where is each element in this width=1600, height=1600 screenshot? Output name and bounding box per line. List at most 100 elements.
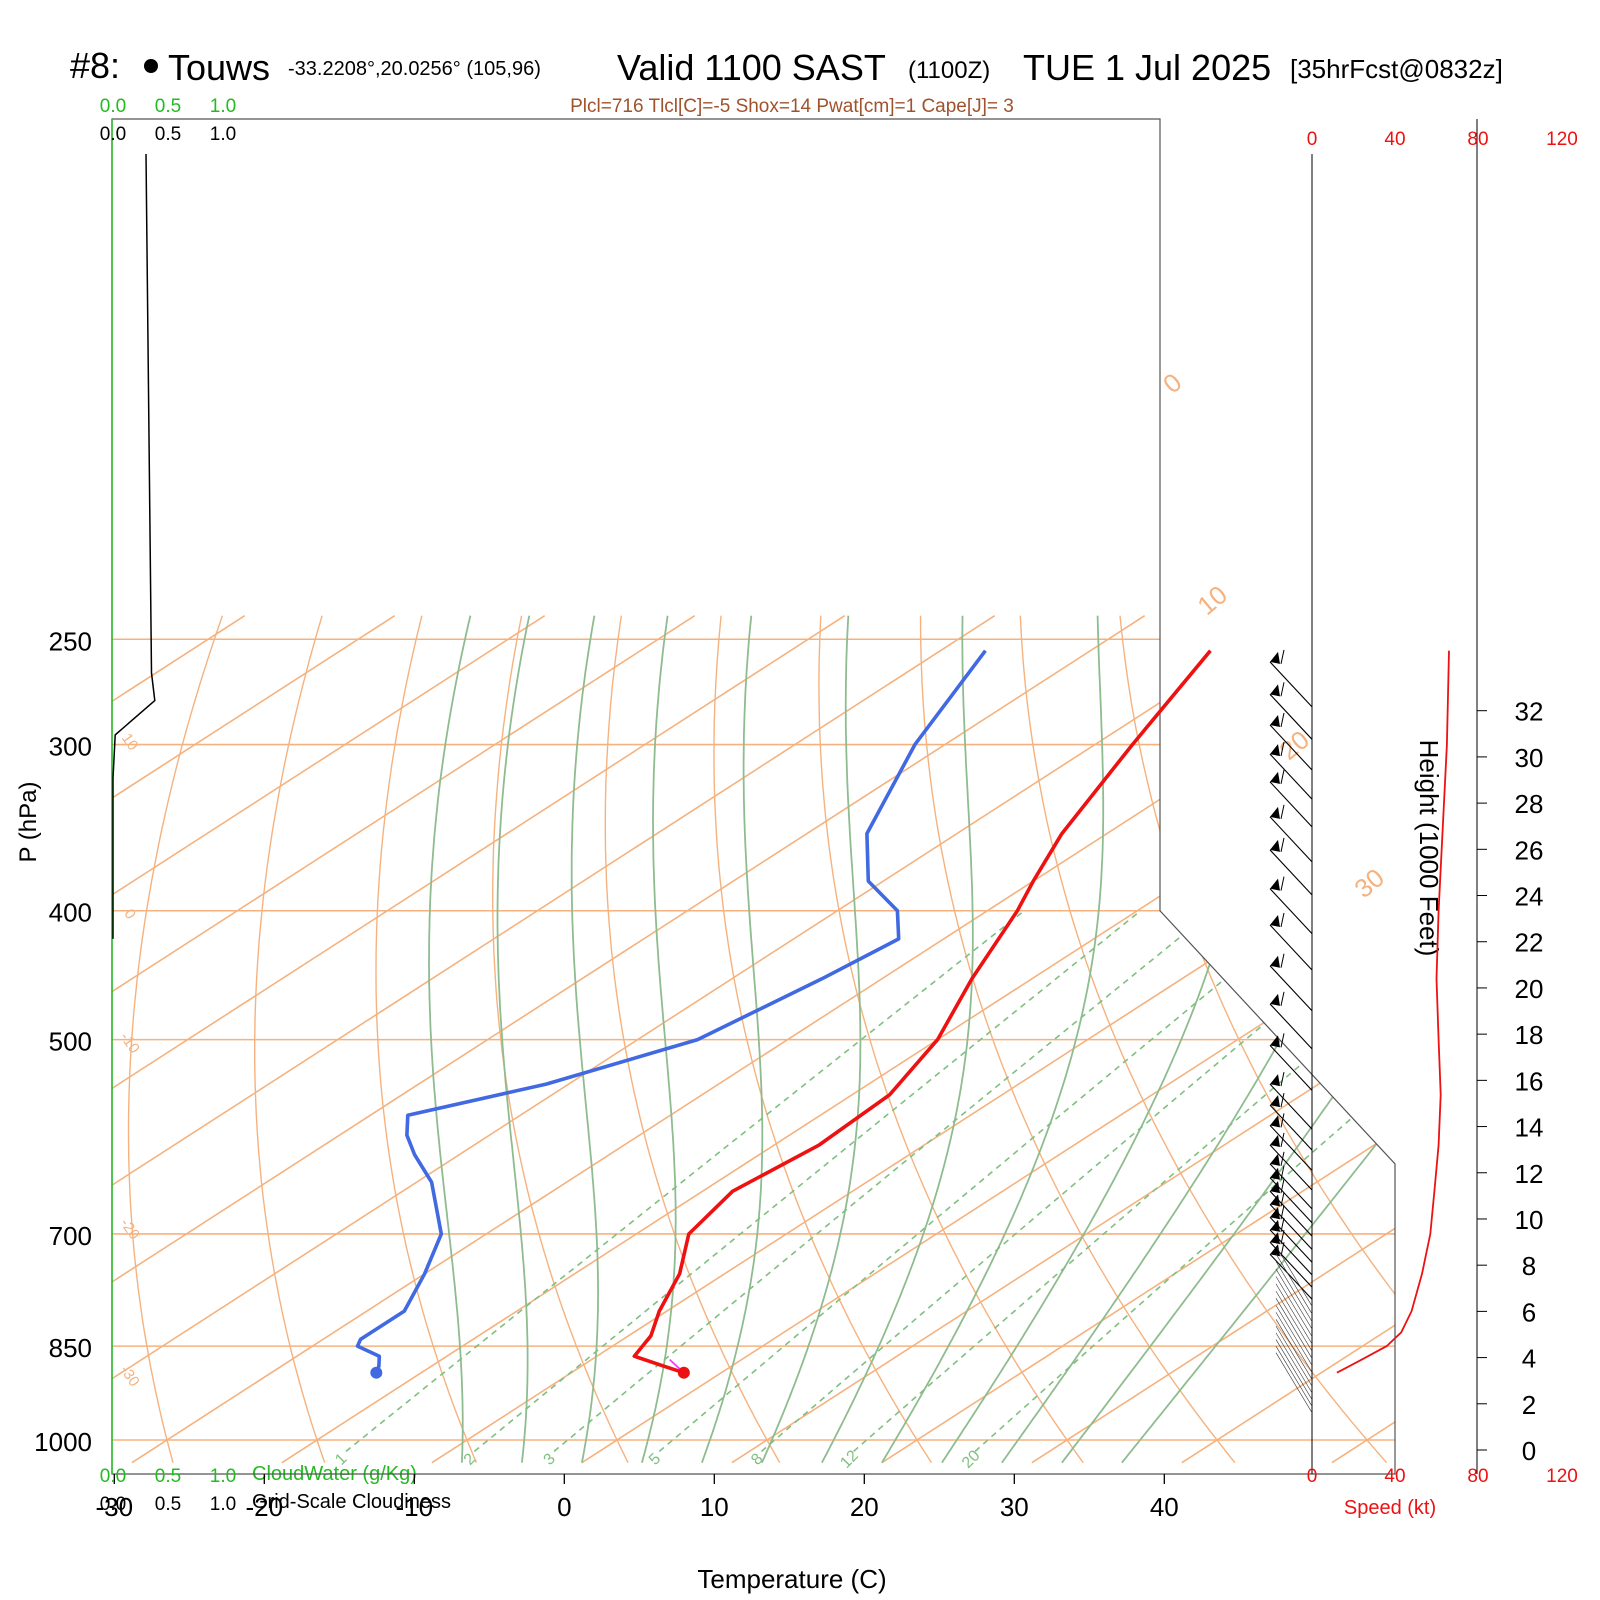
mixing-ratio-line	[658, 910, 1309, 1453]
cloudwater-top-tick: 0.0	[100, 96, 126, 117]
wind-barb-pennant	[1270, 1035, 1280, 1048]
wind-barb-pennant	[1270, 1207, 1280, 1220]
mixing-ratio-line	[553, 910, 1214, 1453]
isotherm-line	[112, 615, 696, 1464]
cloudiness-top-tick: 0.0	[100, 124, 126, 145]
moist-adiabat-line	[570, 615, 599, 1463]
wind-barb-pennant	[1270, 1244, 1280, 1257]
moist-adiabat-line	[1121, 615, 1395, 1464]
moist-adiabat-line	[1061, 615, 1395, 1464]
wind-barb-pennant	[1270, 1095, 1280, 1108]
height-tick-label: 24	[1515, 882, 1544, 912]
speed-axis-label: Speed (kt)	[1344, 1497, 1436, 1519]
wind-barb-pennant	[1270, 1219, 1280, 1232]
wind-barb-flag	[1280, 1033, 1285, 1048]
moist-adiabat-line	[881, 615, 1105, 1464]
wind-barb-staff	[1269, 1253, 1313, 1300]
wind-barb-pennant	[1270, 806, 1280, 819]
plot-border	[111, 118, 1396, 1475]
wind-barb-staff	[1269, 724, 1313, 771]
temp-tick-label: 30	[1000, 1492, 1029, 1522]
isotherm-line	[1031, 615, 1395, 1464]
wind-speed-line	[1336, 650, 1450, 1374]
cloudiness-top-tick: 0.5	[155, 124, 181, 145]
temp-tick-label: -20	[246, 1492, 284, 1522]
moist-adiabat-line	[428, 615, 472, 1463]
wind-barb-flag	[1280, 712, 1285, 728]
cloudiness-bottom-tick: 0.5	[155, 1494, 181, 1515]
cloudiness-top-tick: 1.0	[210, 124, 236, 145]
cloudwater-top-tick: 1.0	[210, 96, 236, 117]
speed-bottom-tick: 0	[1307, 1466, 1318, 1487]
sounding-profiles	[355, 649, 1212, 1379]
mixing-ratio-line	[345, 910, 1025, 1453]
moist-adiabat-line	[641, 615, 677, 1463]
low-wind-barb	[1275, 1245, 1313, 1307]
surface-dewpoint-point	[370, 1366, 383, 1379]
isotherm-line	[112, 615, 996, 1464]
stability-indices: Plcl=716 Tlcl[C]=-5 Shox=14 Pwat[cm]=1 C…	[570, 96, 1014, 117]
cloudiness-bottom-tick: 0.0	[100, 1494, 126, 1515]
dry-adiabat-line	[254, 615, 326, 1463]
wind-barb-staff	[1269, 965, 1313, 1012]
x-axis-label: Temperature (C)	[697, 1564, 886, 1594]
mixing-ratio-line	[760, 910, 1395, 1453]
wind-barb-pennant	[1270, 1167, 1280, 1180]
low-wind-barb	[1275, 1352, 1313, 1413]
wind-barb-flag	[1280, 1113, 1285, 1128]
wind-barb-staff	[1269, 1144, 1313, 1191]
wind-barb-flag	[1280, 1230, 1285, 1245]
low-wind-barb	[1275, 1261, 1313, 1322]
cloudiness-line	[112, 153, 156, 939]
wind-panel: 0040408080120120024681012141618202224262…	[1269, 119, 1578, 1487]
height-tick-label: 2	[1522, 1390, 1536, 1420]
wind-barb-flag	[1280, 1179, 1285, 1194]
temp-tick-label: 10	[700, 1492, 729, 1522]
low-wind-barb	[1275, 1332, 1313, 1394]
isotherm-line	[112, 615, 1296, 1464]
isotherm-line	[1331, 615, 1395, 1464]
cloudwater-bottom-tick: 1.0	[210, 1466, 236, 1487]
wind-barb-flag	[1280, 1217, 1285, 1232]
wind-barb-flag	[1280, 876, 1285, 891]
station-name: Touws	[168, 47, 270, 88]
cloudwater-bottom-tick: 0.5	[155, 1466, 181, 1487]
wind-barb-flag	[1280, 991, 1285, 1006]
wind-barb-flag	[1280, 912, 1285, 928]
temp-tick-label: -30	[96, 1492, 134, 1522]
height-tick-label: 16	[1515, 1066, 1544, 1096]
wind-barb-pennant	[1270, 1181, 1280, 1194]
low-wind-barb	[1275, 1312, 1313, 1373]
mixing-ratio-label: 20	[959, 1447, 984, 1472]
mixing-ratio-label: 2	[461, 1450, 479, 1468]
pressure-tick-label: 300	[49, 732, 92, 762]
height-tick-label: 22	[1515, 928, 1544, 958]
speed-bottom-tick: 120	[1546, 1466, 1578, 1487]
pressure-tick-label: 250	[49, 626, 92, 656]
isotherm-label: -30	[117, 1362, 143, 1390]
low-wind-barb	[1275, 1276, 1313, 1337]
wind-barb-flag	[1280, 1192, 1285, 1207]
height-tick-label: 0	[1522, 1436, 1536, 1466]
cloudiness-bottom-tick: 1.0	[210, 1494, 236, 1515]
wind-barb-staff	[1269, 1104, 1313, 1151]
wind-barb-pennant	[1270, 1134, 1280, 1147]
speed-top-tick: 120	[1546, 129, 1578, 150]
wind-barb-flag	[1280, 1132, 1285, 1148]
wind-barb-flag	[1280, 682, 1285, 697]
moist-adiabat-line	[761, 615, 862, 1464]
mixing-ratio-label: 12	[837, 1447, 862, 1472]
wind-barb-pennant	[1270, 714, 1280, 727]
temp-tick-label: -10	[396, 1492, 434, 1522]
mixing-ratio-line	[853, 910, 1395, 1453]
wind-barb-staff	[1269, 753, 1313, 800]
low-wind-barb	[1275, 1268, 1313, 1330]
wind-barb-pennant	[1270, 1232, 1280, 1245]
isotherm-line	[431, 615, 1395, 1464]
forecast-info: [35hrFcst@0832z]	[1290, 54, 1503, 84]
surface-temperature-point	[677, 1366, 690, 1379]
valid-time: Valid 1100 SAST	[617, 47, 886, 88]
forecast-date: TUE 1 Jul 2025	[1023, 47, 1271, 88]
speed-top-tick: 0	[1307, 129, 1318, 150]
